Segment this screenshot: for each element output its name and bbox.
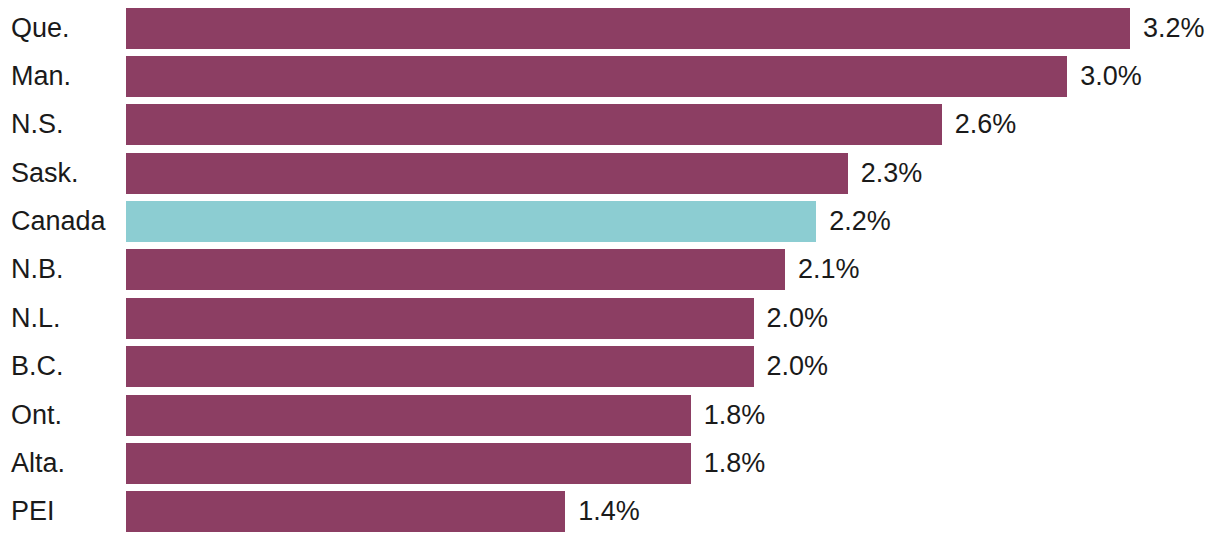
value-label: 2.0%	[767, 353, 829, 380]
bar-row: Sask. 2.3%	[0, 149, 1220, 197]
bar-row: B.C. 2.0%	[0, 343, 1220, 391]
value-label: 2.6%	[955, 111, 1017, 138]
bar-row: Man. 3.0%	[0, 52, 1220, 100]
bar-row: PEI 1.4%	[0, 488, 1220, 536]
value-label: 2.2%	[829, 208, 891, 235]
category-label: PEI	[0, 498, 126, 525]
category-label: Man.	[0, 63, 126, 90]
bar	[126, 8, 1130, 49]
category-label: N.S.	[0, 111, 126, 138]
bar-chart: Que. 3.2% Man. 3.0% N.S. 2.6% Sask. 2.3% Canada 2…	[0, 0, 1220, 540]
bar-highlight	[126, 201, 816, 242]
category-label: Alta.	[0, 450, 126, 477]
value-label: 1.8%	[704, 450, 766, 477]
value-label: 1.4%	[578, 498, 640, 525]
bar	[126, 491, 565, 532]
bar-row: Que. 3.2%	[0, 4, 1220, 52]
bar-row: N.S. 2.6%	[0, 101, 1220, 149]
value-label: 1.8%	[704, 402, 766, 429]
bar	[126, 443, 691, 484]
value-label: 2.1%	[798, 256, 860, 283]
bar-row: Ont. 1.8%	[0, 391, 1220, 439]
category-label: Canada	[0, 208, 126, 235]
bar	[126, 249, 785, 290]
category-label: N.L.	[0, 305, 126, 332]
value-label: 3.0%	[1080, 63, 1142, 90]
bar-row: N.L. 2.0%	[0, 294, 1220, 342]
bar-row: Canada 2.2%	[0, 197, 1220, 245]
value-label: 3.2%	[1143, 15, 1205, 42]
bar-row: N.B. 2.1%	[0, 246, 1220, 294]
bar	[126, 104, 942, 145]
value-label: 2.3%	[861, 160, 923, 187]
bar-row: Alta. 1.8%	[0, 439, 1220, 487]
bar	[126, 56, 1067, 97]
bar	[126, 298, 754, 339]
category-label: N.B.	[0, 256, 126, 283]
category-label: Sask.	[0, 160, 126, 187]
value-label: 2.0%	[767, 305, 829, 332]
category-label: B.C.	[0, 353, 126, 380]
category-label: Ont.	[0, 402, 126, 429]
bar	[126, 153, 848, 194]
category-label: Que.	[0, 15, 126, 42]
bar	[126, 395, 691, 436]
bar	[126, 346, 754, 387]
